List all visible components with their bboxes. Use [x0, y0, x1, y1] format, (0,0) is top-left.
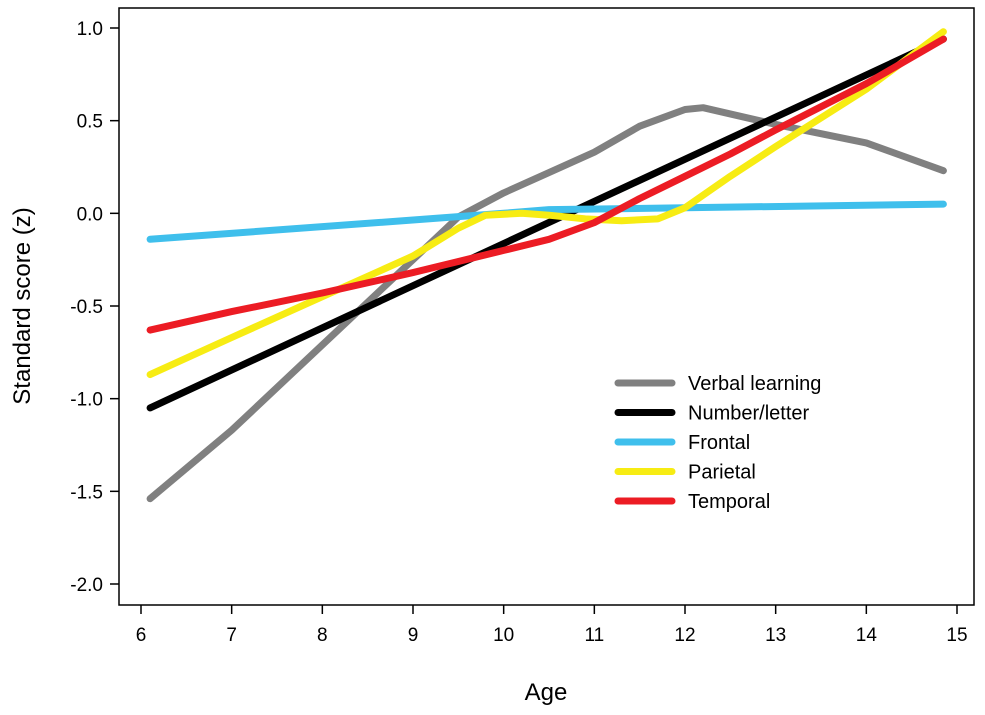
- series-line-number-letter: [146, 35, 947, 412]
- x-tick-label: 10: [493, 625, 514, 646]
- x-tick-label: 14: [856, 625, 878, 646]
- x-tick-label: 9: [408, 625, 419, 646]
- y-tick-label: -2.0: [70, 575, 103, 596]
- y-tick-label: -0.5: [70, 297, 103, 318]
- y-tick-label: 0.0: [77, 204, 103, 225]
- x-tick-label: 13: [765, 625, 786, 646]
- y-tick-label: -1.5: [70, 482, 103, 503]
- x-axis: 6 7 8 9 10 11 12 13 14 15: [136, 605, 968, 646]
- x-tick-label: 11: [584, 625, 604, 646]
- series-line-parietal: [146, 28, 947, 379]
- x-axis-title: Age: [525, 679, 568, 706]
- x-tick-label: 7: [226, 625, 237, 646]
- series-line-frontal: [146, 200, 947, 243]
- series-lines: [146, 28, 947, 503]
- legend: Verbal learning Number/letter Frontal Parie…: [614, 373, 821, 513]
- series-line-temporal: [146, 35, 947, 334]
- x-tick-label: 12: [674, 625, 695, 646]
- x-tick-label: 15: [946, 625, 967, 646]
- y-axis-title: Standard score (z): [9, 207, 36, 404]
- legend-label-frontal: Frontal: [688, 432, 750, 454]
- legend-label-verbal-learning: Verbal learning: [688, 373, 821, 395]
- y-axis: 1.0 0.5 0.0 -0.5 -1.0 -1.5 -2.0: [70, 19, 119, 596]
- x-tick-label: 6: [136, 625, 147, 646]
- y-tick-label: 0.5: [77, 112, 103, 133]
- legend-label-number-letter: Number/letter: [688, 403, 809, 425]
- y-tick-label: 1.0: [77, 19, 103, 40]
- x-tick-label: 8: [317, 625, 328, 646]
- y-tick-label: -1.0: [70, 390, 103, 411]
- legend-label-parietal: Parietal: [688, 462, 756, 484]
- legend-label-temporal: Temporal: [688, 491, 770, 513]
